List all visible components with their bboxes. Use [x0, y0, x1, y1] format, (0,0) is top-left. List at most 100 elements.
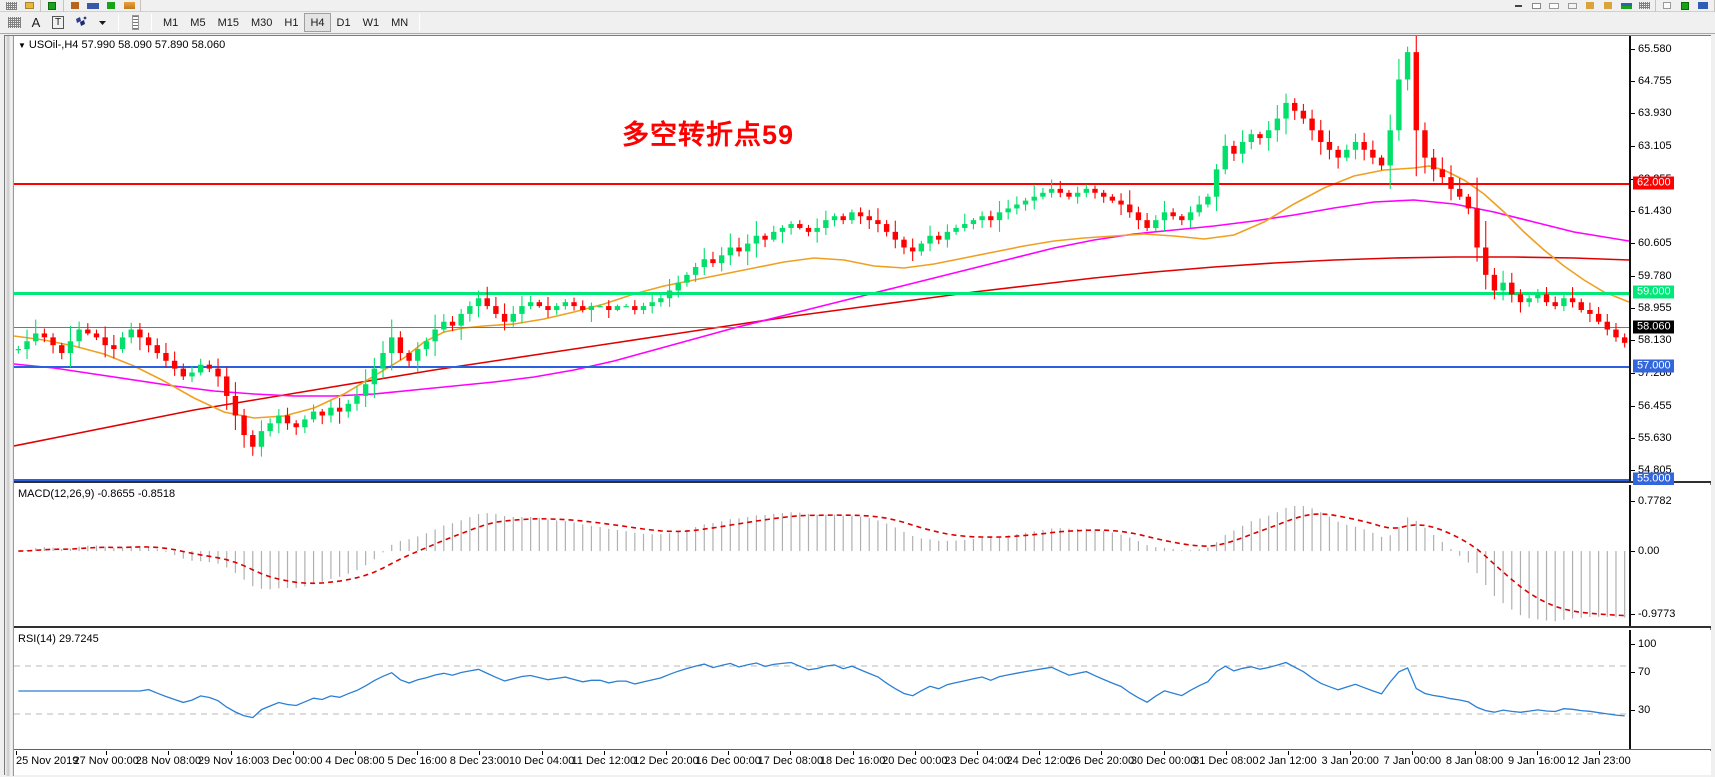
- time-axis-tick: [1288, 751, 1289, 755]
- crosshair-icon[interactable]: [3, 13, 25, 32]
- candle-body: [250, 435, 256, 447]
- chevron-down-icon[interactable]: [91, 13, 113, 32]
- candle-body: [1309, 118, 1315, 131]
- bar-chart-icon[interactable]: [66, 0, 84, 11]
- candle-body: [41, 333, 48, 338]
- rsi-axis-tick: [1631, 672, 1635, 674]
- candle-body: [119, 337, 126, 350]
- candle-body: [901, 239, 907, 248]
- time-axis-label: 4 Dec 08:00: [325, 755, 385, 767]
- candle-body: [1335, 149, 1341, 158]
- timeframe-button-h1[interactable]: H1: [284, 16, 299, 29]
- candle-body: [59, 345, 65, 353]
- candle-body: [380, 352, 386, 369]
- ruler-icon[interactable]: [124, 13, 146, 32]
- time-axis-tick: [168, 751, 170, 755]
- price-plot-area[interactable]: 多空转折点59: [14, 36, 1629, 481]
- price-axis[interactable]: 65.58064.75563.93063.10562.25561.43060.6…: [1629, 36, 1711, 486]
- candle-body: [1413, 52, 1419, 131]
- candle-body: [85, 329, 91, 334]
- candle-body: [397, 337, 404, 353]
- indicator-list-icon[interactable]: [1581, 0, 1599, 11]
- new-chart-icon[interactable]: [2, 0, 20, 11]
- time-axis-label: 20 Dec 00:00: [882, 755, 948, 767]
- navigator-icon[interactable]: [1694, 0, 1712, 11]
- candle-body: [1092, 188, 1098, 193]
- candle-body: [319, 411, 325, 416]
- zoom-in-icon[interactable]: [1527, 0, 1545, 11]
- chart-vertical-scrollbar[interactable]: [5, 36, 14, 776]
- time-axis[interactable]: 25 Nov 2019 27 Nov 00:00 28 Nov 08:00 29 No…: [14, 751, 1711, 775]
- auto-scroll-icon[interactable]: [1545, 0, 1563, 11]
- timeframe-button-d1[interactable]: D1: [336, 16, 351, 29]
- candle-body: [1517, 294, 1524, 303]
- text-tool-button[interactable]: A: [25, 13, 47, 32]
- price-axis-label: 59.780: [1638, 269, 1672, 282]
- candle-body: [1239, 141, 1246, 154]
- timeframe-group: M1 M5 M15 M30 H1 H4 D1 W1 MN: [154, 12, 417, 34]
- time-axis-tick: [417, 751, 419, 755]
- price-axis-tick: [1631, 373, 1635, 375]
- candle-body: [1378, 157, 1385, 166]
- timeframe-button-m1[interactable]: M1: [163, 16, 179, 29]
- macd-plot-area[interactable]: [14, 485, 1629, 626]
- chart-shift-icon[interactable]: [1563, 0, 1581, 11]
- price-tag-55-000[interactable]: 55.000: [1633, 472, 1674, 486]
- candle-body: [831, 216, 838, 221]
- candle-body: [415, 349, 421, 361]
- time-axis-label: 24 Dec 12:00: [1006, 755, 1072, 767]
- timeframe-button-m5[interactable]: M5: [190, 16, 206, 29]
- candle-body: [1613, 329, 1619, 338]
- candle-body: [727, 247, 734, 256]
- candle-body: [553, 306, 560, 311]
- objects-icon[interactable]: [69, 13, 91, 32]
- candle-body: [545, 306, 551, 311]
- price-tag-57-000[interactable]: 57.000: [1633, 359, 1674, 373]
- price-tag-59-000[interactable]: 59.000: [1633, 285, 1674, 299]
- price-axis-label: 63.930: [1638, 107, 1672, 120]
- timeframe-button-m30[interactable]: M30: [250, 16, 273, 29]
- candle-body: [996, 212, 1003, 221]
- timeframe-button-w1[interactable]: W1: [362, 16, 380, 29]
- candlestick-chart-icon[interactable]: [84, 0, 102, 11]
- price-tag-62-000[interactable]: 62.000: [1633, 176, 1674, 190]
- zoom-out-icon[interactable]: [1509, 0, 1527, 11]
- macd-axis[interactable]: 0.7782 0.00 -0.9773: [1629, 485, 1711, 626]
- price-tag-58-060[interactable]: 58.060: [1633, 320, 1674, 334]
- time-axis-label: 9 Jan 16:00: [1508, 755, 1566, 767]
- candle-body: [102, 337, 108, 346]
- timeframe-button-m15[interactable]: M15: [217, 16, 239, 29]
- support-line-57: [14, 366, 1629, 368]
- time-axis-label: 25 Nov 2019: [16, 755, 79, 767]
- candle-body: [580, 306, 586, 311]
- candle-body: [771, 231, 777, 240]
- chart-collapse-icon[interactable]: ▼: [18, 41, 26, 50]
- macd-signal-line: [18, 513, 1625, 617]
- candle-body: [745, 243, 751, 252]
- ohlc-icon[interactable]: [1635, 0, 1653, 11]
- timeframe-button-h4[interactable]: H4: [304, 13, 331, 32]
- folder-icon[interactable]: [20, 0, 38, 11]
- time-axis-tick: [1101, 751, 1103, 755]
- line-chart-icon[interactable]: [102, 0, 120, 11]
- object-list-icon[interactable]: [1658, 0, 1676, 11]
- candle-body: [849, 212, 855, 221]
- expert-advisors-icon[interactable]: [1676, 0, 1694, 11]
- rsi-plot-area[interactable]: [14, 630, 1629, 749]
- rsi-axis[interactable]: 100 70 30: [1629, 630, 1711, 749]
- macd-axis-label: 0.00: [1638, 545, 1660, 558]
- candle-body: [658, 298, 664, 303]
- timeframe-button-mn[interactable]: MN: [391, 16, 409, 29]
- templates-icon[interactable]: [120, 0, 138, 11]
- macd-svg: [18, 505, 1626, 622]
- text-label-tool-button[interactable]: T: [47, 13, 69, 32]
- time-axis-label: 29 Nov 16:00: [197, 755, 264, 767]
- time-axis-label: 5 Dec 16:00: [387, 755, 447, 767]
- time-axis-tick: [292, 751, 294, 755]
- grid-icon[interactable]: [1617, 0, 1635, 11]
- candle-body: [1318, 130, 1324, 142]
- chart-symbol-header[interactable]: ▼ USOil-,H4 57.990 58.090 57.890 58.060: [18, 39, 225, 51]
- market-watch-icon[interactable]: [43, 0, 61, 11]
- candle-body: [1552, 302, 1558, 307]
- period-separator-icon[interactable]: [1599, 0, 1617, 11]
